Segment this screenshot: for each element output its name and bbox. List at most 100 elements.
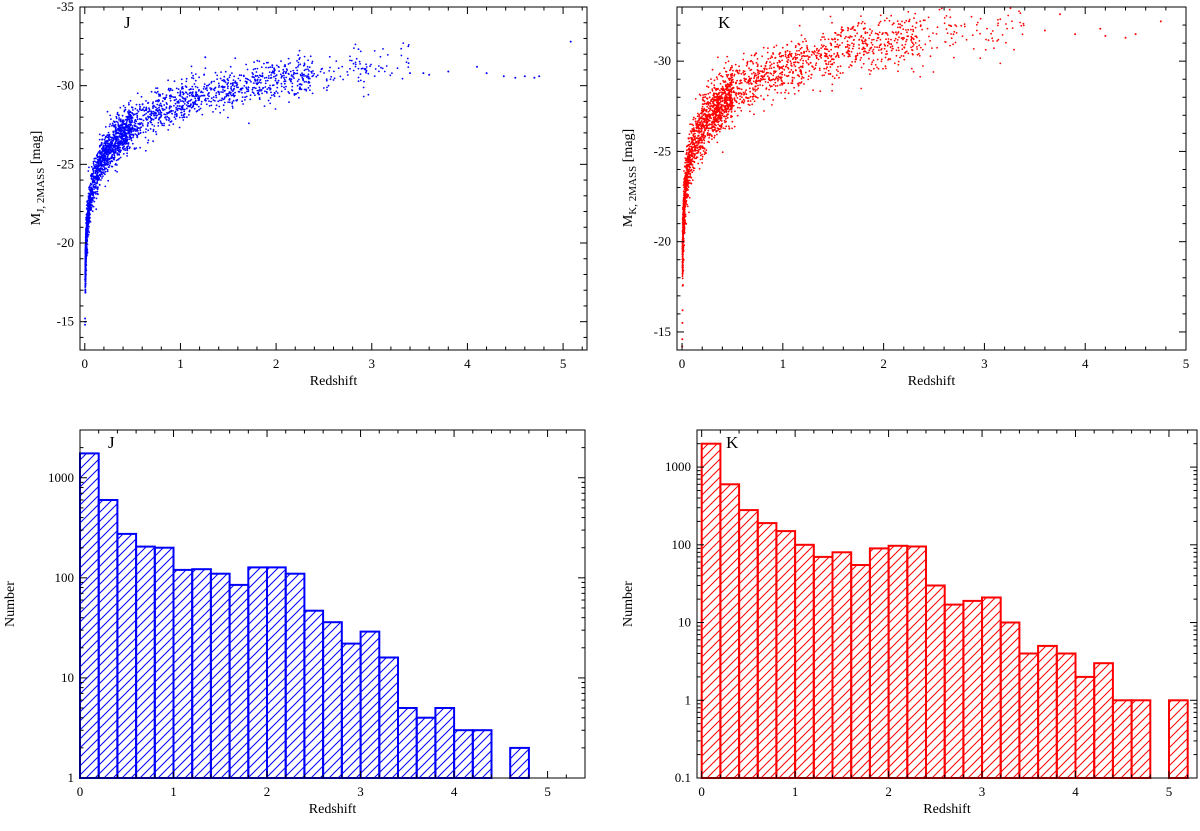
- scatter-point: [135, 108, 137, 110]
- scatter-point: [91, 173, 93, 175]
- scatter-point: [798, 84, 800, 86]
- scatter-point: [140, 132, 142, 134]
- scatter-point: [375, 68, 377, 70]
- scatter-point: [241, 74, 243, 76]
- scatter-point: [315, 76, 317, 78]
- scatter-point: [338, 67, 340, 69]
- scatter-point: [257, 92, 259, 94]
- scatter-point: [248, 86, 250, 88]
- scatter-point: [127, 111, 129, 113]
- scatter-point: [181, 105, 183, 107]
- scatter-point: [876, 40, 878, 42]
- scatter-point: [307, 68, 309, 70]
- scatter-point: [230, 92, 232, 94]
- scatter-point: [291, 83, 293, 85]
- scatter-point: [775, 78, 777, 80]
- scatter-point: [101, 165, 103, 167]
- scatter-point: [208, 100, 210, 102]
- scatter-point: [123, 153, 125, 155]
- scatter-point: [139, 122, 141, 124]
- scatter-point: [137, 118, 139, 120]
- scatter-point: [312, 70, 314, 72]
- scatter-point: [698, 124, 700, 126]
- scatter-point: [731, 109, 733, 111]
- scatter-point: [726, 71, 728, 73]
- scatter-point: [184, 103, 186, 105]
- scatter-point: [260, 75, 262, 77]
- scatter-point: [359, 61, 361, 63]
- scatter-point: [699, 121, 701, 123]
- scatter-point: [103, 173, 105, 175]
- scatter-point: [771, 67, 773, 69]
- scatter-point: [696, 137, 698, 139]
- scatter-point: [329, 67, 331, 69]
- scatter-point: [287, 91, 289, 93]
- scatter-point: [304, 81, 306, 83]
- scatter-point: [768, 89, 770, 91]
- scatter-point: [764, 67, 766, 69]
- scatter-point: [117, 149, 119, 151]
- scatter-point: [800, 71, 802, 73]
- scatter-point: [222, 91, 224, 93]
- scatter-point: [712, 125, 714, 127]
- scatter-point: [384, 71, 386, 73]
- scatter-point: [712, 90, 714, 92]
- scatter-point: [326, 78, 328, 80]
- scatter-point: [718, 124, 720, 126]
- scatter-point: [96, 170, 98, 172]
- scatter-point: [774, 89, 776, 91]
- scatter-point: [158, 109, 160, 111]
- scatter-point: [153, 105, 155, 107]
- x-tick-label: 1: [177, 356, 184, 371]
- scatter-point: [129, 121, 131, 123]
- scatter-point: [422, 72, 424, 74]
- scatter-point: [248, 90, 250, 92]
- scatter-point: [171, 113, 173, 115]
- scatter-point: [299, 63, 301, 65]
- scatter-point: [134, 120, 136, 122]
- scatter-point: [206, 90, 208, 92]
- scatter-point: [721, 105, 723, 107]
- scatter-point: [694, 148, 696, 150]
- scatter-point: [182, 92, 184, 94]
- scatter-point: [920, 47, 922, 49]
- scatter-point: [828, 50, 830, 52]
- scatter-point: [728, 60, 730, 62]
- scatter-point: [739, 70, 741, 72]
- scatter-point: [864, 23, 866, 25]
- scatter-point: [164, 117, 166, 119]
- scatter-point: [140, 118, 142, 120]
- scatter-point: [684, 193, 686, 195]
- scatter-point: [179, 95, 181, 97]
- scatter-point: [119, 147, 121, 149]
- scatter-point: [760, 95, 762, 97]
- scatter-point: [771, 63, 773, 65]
- scatter-point: [125, 135, 127, 137]
- scatter-point: [389, 74, 391, 76]
- scatter-point: [708, 107, 710, 109]
- scatter-point: [762, 71, 764, 73]
- scatter-point: [192, 102, 194, 104]
- scatter-point: [109, 134, 111, 136]
- scatter-point: [100, 173, 102, 175]
- scatter-point: [239, 89, 241, 91]
- scatter-point: [692, 160, 694, 162]
- scatter-point: [126, 116, 128, 118]
- scatter-point: [781, 74, 783, 76]
- scatter-point: [308, 76, 310, 78]
- scatter-point: [708, 86, 710, 88]
- scatter-point: [773, 67, 775, 69]
- scatter-point: [180, 112, 182, 114]
- scatter-point: [757, 85, 759, 87]
- scatter-point: [236, 87, 238, 89]
- scatter-point: [85, 252, 87, 254]
- scatter-point: [236, 82, 238, 84]
- scatter-point: [131, 106, 133, 108]
- scatter-point: [111, 156, 113, 158]
- scatter-point: [134, 126, 136, 128]
- scatter-point: [733, 75, 735, 77]
- scatter-point: [242, 103, 244, 105]
- scatter-point: [740, 110, 742, 112]
- scatter-point: [217, 100, 219, 102]
- scatter-point: [729, 79, 731, 81]
